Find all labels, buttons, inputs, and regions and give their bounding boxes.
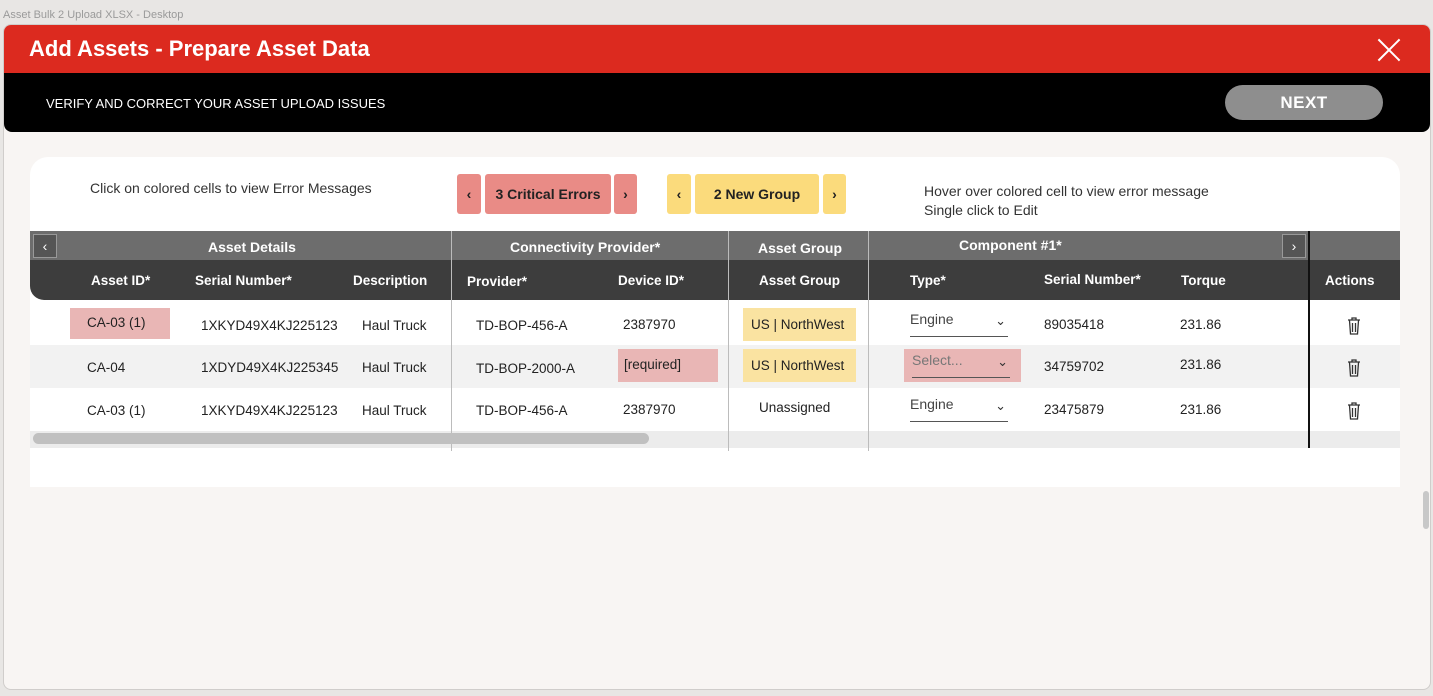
group-component: Component #1* <box>959 237 1062 253</box>
prev-error-button[interactable]: ‹ <box>457 174 481 214</box>
col-device-id[interactable]: Device ID* <box>618 273 685 288</box>
provider-cell[interactable]: TD-BOP-456-A <box>476 318 568 333</box>
type-dropdown[interactable]: Select... ⌄ <box>912 352 1010 378</box>
asset-data-panel: Click on colored cells to view Error Mes… <box>30 157 1400 487</box>
asset-table: ‹ › Asset Details Connectivity Provider*… <box>30 231 1400 451</box>
component-serial-cell[interactable]: 23475879 <box>1044 402 1105 417</box>
dialog-title: Add Assets - Prepare Asset Data <box>29 36 370 61</box>
next-button[interactable]: NEXT <box>1225 85 1383 120</box>
type-error-cell[interactable]: Select... ⌄ <box>904 349 1021 382</box>
dialog-subtitle: VERIFY AND CORRECT YOUR ASSET UPLOAD ISS… <box>46 96 386 111</box>
trash-icon[interactable] <box>1347 317 1361 335</box>
serial-cell[interactable]: 1XKYD49X4KJ225123 <box>201 318 338 333</box>
critical-errors-button[interactable]: 3 Critical Errors <box>485 174 611 214</box>
scroll-right-icon[interactable]: › <box>1282 234 1306 258</box>
col-description[interactable]: Description <box>353 273 428 288</box>
asset-id-cell[interactable]: CA-03 (1) <box>70 308 170 339</box>
asset-group-cell[interactable]: US | NorthWest <box>743 308 856 341</box>
col-component-serial[interactable]: Serial Number* <box>1044 272 1141 287</box>
vertical-scrollbar[interactable] <box>1423 491 1429 529</box>
column-divider <box>728 231 729 451</box>
group-asset-details: Asset Details <box>208 239 296 255</box>
column-group-header <box>30 231 1400 260</box>
chevron-down-icon: ⌄ <box>995 398 1006 413</box>
next-error-button[interactable]: › <box>614 174 637 214</box>
col-torque[interactable]: Torque <box>1181 273 1226 288</box>
group-asset-group: Asset Group <box>758 240 843 256</box>
type-dropdown[interactable]: Engine ⌄ <box>910 311 1008 337</box>
add-assets-dialog: Add Assets - Prepare Asset Data VERIFY A… <box>3 24 1431 690</box>
col-asset-id[interactable]: Asset ID* <box>91 273 151 288</box>
actions-divider <box>1308 231 1310 448</box>
horizontal-scrollbar[interactable] <box>33 433 649 444</box>
table-row[interactable]: CA-03 (1) 1XKYD49X4KJ225123 Haul Truck T… <box>30 303 1400 346</box>
hint-right-line1: Hover over colored cell to view error me… <box>924 183 1209 199</box>
trash-icon[interactable] <box>1347 402 1361 420</box>
col-actions: Actions <box>1325 273 1375 288</box>
scroll-left-icon[interactable]: ‹ <box>33 234 57 258</box>
hint-right-line2: Single click to Edit <box>924 202 1038 218</box>
column-header <box>30 260 1400 300</box>
asset-id-cell[interactable]: CA-03 (1) <box>87 403 146 418</box>
component-serial-cell[interactable]: 34759702 <box>1044 359 1105 374</box>
col-asset-group[interactable]: Asset Group <box>759 273 841 288</box>
serial-cell[interactable]: 1XKYD49X4KJ225123 <box>201 403 338 418</box>
hint-right: Hover over colored cell to view error me… <box>924 182 1209 220</box>
type-dropdown-value: Engine <box>910 396 954 412</box>
device-id-cell[interactable]: 2387970 <box>623 402 676 417</box>
torque-cell[interactable]: 231.86 <box>1180 317 1222 332</box>
chevron-down-icon: ⌄ <box>997 354 1008 369</box>
asset-group-cell[interactable]: US | NorthWest <box>743 349 856 382</box>
prev-group-button[interactable]: ‹ <box>667 174 691 214</box>
group-connectivity: Connectivity Provider* <box>510 239 661 255</box>
torque-cell[interactable]: 231.86 <box>1180 357 1222 372</box>
table-row[interactable]: CA-03 (1) 1XKYD49X4KJ225123 Haul Truck T… <box>30 388 1400 431</box>
asset-group-cell[interactable]: Unassigned <box>759 400 831 415</box>
provider-cell[interactable]: TD-BOP-2000-A <box>476 361 576 376</box>
type-dropdown-value: Select... <box>912 352 963 368</box>
serial-cell[interactable]: 1XDYD49X4KJ225345 <box>201 360 339 375</box>
component-serial-cell[interactable]: 89035418 <box>1044 317 1105 332</box>
description-cell[interactable]: Haul Truck <box>362 360 427 375</box>
description-cell[interactable]: Haul Truck <box>362 403 427 418</box>
device-id-cell[interactable]: [required] <box>618 349 718 382</box>
new-group-button[interactable]: 2 New Group <box>695 174 819 214</box>
table-row[interactable]: CA-04 1XDYD49X4KJ225345 Haul Truck TD-BO… <box>30 345 1400 388</box>
provider-cell[interactable]: TD-BOP-456-A <box>476 403 568 418</box>
type-dropdown-value: Engine <box>910 311 954 327</box>
device-id-cell[interactable]: 2387970 <box>623 317 676 332</box>
dialog-header: Add Assets - Prepare Asset Data <box>4 25 1430 73</box>
col-serial-number[interactable]: Serial Number* <box>195 273 292 288</box>
trash-icon[interactable] <box>1347 359 1361 377</box>
description-cell[interactable]: Haul Truck <box>362 318 427 333</box>
col-type[interactable]: Type* <box>910 273 946 288</box>
window-title: Asset Bulk 2 Upload XLSX - Desktop <box>3 9 184 21</box>
torque-cell[interactable]: 231.86 <box>1180 402 1222 417</box>
type-dropdown[interactable]: Engine ⌄ <box>910 396 1008 422</box>
dialog-subheader: VERIFY AND CORRECT YOUR ASSET UPLOAD ISS… <box>4 73 1430 132</box>
asset-id-cell[interactable]: CA-04 <box>87 360 126 375</box>
next-group-button[interactable]: › <box>823 174 846 214</box>
col-provider[interactable]: Provider* <box>467 274 528 289</box>
column-divider <box>451 231 452 451</box>
column-divider <box>868 231 869 451</box>
chevron-down-icon: ⌄ <box>995 313 1006 328</box>
close-icon[interactable] <box>1376 37 1402 63</box>
hint-left: Click on colored cells to view Error Mes… <box>90 180 372 196</box>
